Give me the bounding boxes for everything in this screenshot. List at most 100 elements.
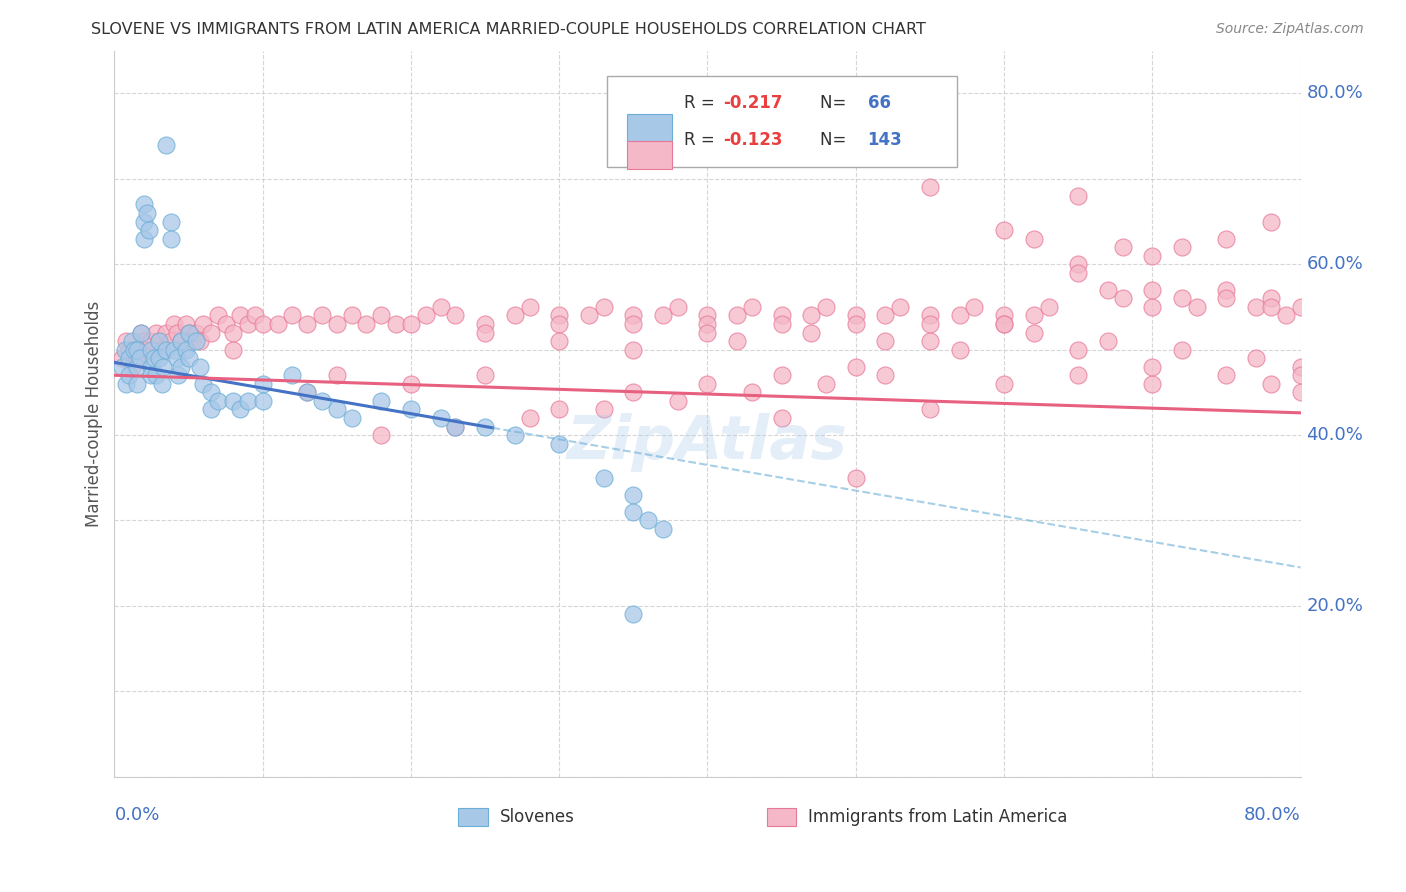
Point xyxy=(1067,266,1090,280)
Text: 80.0%: 80.0% xyxy=(1244,805,1301,823)
Point xyxy=(474,419,496,434)
Point xyxy=(993,376,1015,391)
Point xyxy=(696,376,718,391)
Bar xyxy=(627,114,672,142)
Point xyxy=(548,309,571,323)
Point xyxy=(578,309,600,323)
Point xyxy=(637,513,659,527)
Point xyxy=(1142,249,1164,263)
Point xyxy=(166,351,188,366)
Point xyxy=(399,402,422,417)
Point xyxy=(1260,214,1282,228)
Point xyxy=(918,402,941,417)
Point xyxy=(621,385,644,400)
Text: Immigrants from Latin America: Immigrants from Latin America xyxy=(808,807,1067,826)
Point xyxy=(592,300,614,314)
Point xyxy=(159,231,181,245)
Point xyxy=(340,411,363,425)
Point xyxy=(1274,309,1296,323)
Point xyxy=(1038,300,1060,314)
Point xyxy=(193,317,215,331)
Point xyxy=(1289,385,1312,400)
Point xyxy=(236,317,259,331)
Point xyxy=(741,300,763,314)
Point xyxy=(115,376,138,391)
Point xyxy=(770,411,793,425)
Point xyxy=(875,368,897,383)
Point xyxy=(252,317,274,331)
Point xyxy=(621,488,644,502)
Point xyxy=(370,309,392,323)
Point xyxy=(128,351,150,366)
Bar xyxy=(458,807,488,826)
Point xyxy=(177,326,200,340)
Point xyxy=(696,317,718,331)
Point xyxy=(152,359,174,374)
Point xyxy=(1097,334,1119,348)
Text: Source: ZipAtlas.com: Source: ZipAtlas.com xyxy=(1216,22,1364,37)
Point xyxy=(1142,300,1164,314)
Point xyxy=(236,393,259,408)
Point xyxy=(1067,189,1090,203)
Point xyxy=(1142,283,1164,297)
Point xyxy=(141,334,163,348)
Point xyxy=(1260,292,1282,306)
Text: N=: N= xyxy=(820,94,852,112)
Point xyxy=(200,385,222,400)
Text: 66: 66 xyxy=(868,94,890,112)
Point xyxy=(125,343,148,357)
Point xyxy=(800,309,823,323)
Point xyxy=(1111,240,1133,254)
Point xyxy=(252,393,274,408)
Point xyxy=(148,351,170,366)
Point xyxy=(222,343,245,357)
Point xyxy=(141,359,163,374)
Point xyxy=(1215,292,1237,306)
Point xyxy=(948,343,970,357)
Point xyxy=(1244,351,1267,366)
Point xyxy=(1097,283,1119,297)
Point xyxy=(118,343,141,357)
Point xyxy=(444,419,467,434)
Point xyxy=(474,326,496,340)
Point xyxy=(143,351,166,366)
Point xyxy=(167,368,190,383)
Point xyxy=(118,351,141,366)
Point xyxy=(155,343,177,357)
Point xyxy=(326,368,349,383)
Point xyxy=(399,317,422,331)
Point xyxy=(1022,309,1045,323)
Point xyxy=(174,317,197,331)
Point xyxy=(121,359,143,374)
Point xyxy=(163,343,186,357)
Point xyxy=(592,471,614,485)
Point xyxy=(474,368,496,383)
Point xyxy=(170,334,193,348)
Point xyxy=(621,317,644,331)
Point xyxy=(1067,343,1090,357)
Point xyxy=(1215,231,1237,245)
Point xyxy=(114,343,136,357)
Point xyxy=(918,180,941,194)
Point xyxy=(177,351,200,366)
Point xyxy=(295,385,318,400)
Point xyxy=(845,317,868,331)
Point xyxy=(311,309,333,323)
Point xyxy=(1171,240,1194,254)
Point xyxy=(170,359,193,374)
Point xyxy=(155,326,177,340)
Point xyxy=(163,317,186,331)
Point xyxy=(993,317,1015,331)
Point xyxy=(1289,368,1312,383)
Point xyxy=(136,206,159,220)
Point xyxy=(122,343,145,357)
Point xyxy=(918,309,941,323)
Point xyxy=(621,309,644,323)
Point xyxy=(229,309,252,323)
Point xyxy=(190,334,212,348)
Point xyxy=(207,393,229,408)
Point xyxy=(1244,300,1267,314)
Point xyxy=(1142,359,1164,374)
Text: 20.0%: 20.0% xyxy=(1306,597,1364,615)
Bar xyxy=(766,807,796,826)
